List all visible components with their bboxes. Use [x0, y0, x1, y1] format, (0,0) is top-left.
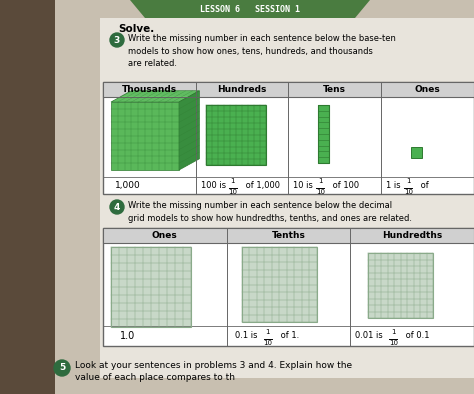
Text: Look at your sentences in problems 3 and 4. Explain how the
value of each place : Look at your sentences in problems 3 and… — [75, 361, 352, 383]
Text: 1: 1 — [406, 178, 410, 184]
Text: 1 is: 1 is — [386, 180, 403, 190]
Text: 1: 1 — [391, 329, 396, 335]
Bar — [111, 247, 191, 327]
Polygon shape — [111, 91, 200, 102]
Text: 10: 10 — [316, 189, 325, 195]
Text: 3: 3 — [114, 35, 120, 45]
Bar — [368, 253, 433, 318]
Text: Solve.: Solve. — [118, 24, 154, 34]
Circle shape — [110, 33, 124, 47]
Text: Tenths: Tenths — [272, 231, 305, 240]
Text: Hundreds: Hundreds — [218, 85, 267, 94]
Circle shape — [110, 200, 124, 214]
Bar — [242, 247, 317, 322]
Bar — [206, 105, 266, 165]
Text: Tens: Tens — [323, 85, 346, 94]
Bar — [319, 105, 329, 163]
Polygon shape — [130, 0, 370, 18]
Bar — [103, 228, 474, 243]
Bar — [103, 228, 474, 346]
Text: 100 is: 100 is — [201, 180, 228, 190]
Text: of: of — [418, 180, 429, 190]
Bar — [0, 0, 55, 394]
Text: 4: 4 — [114, 203, 120, 212]
Bar — [368, 253, 433, 318]
Text: 5: 5 — [59, 364, 65, 372]
Text: 1.0: 1.0 — [120, 331, 136, 341]
Text: 0.1 is: 0.1 is — [235, 331, 260, 340]
Text: 10: 10 — [263, 340, 272, 346]
Text: Hundredths: Hundredths — [382, 231, 442, 240]
Bar — [103, 82, 474, 97]
Bar — [319, 105, 329, 163]
Text: 10 is: 10 is — [293, 180, 316, 190]
Text: 10: 10 — [228, 189, 237, 195]
Polygon shape — [179, 91, 200, 170]
Bar — [100, 18, 474, 378]
Text: 10: 10 — [389, 340, 398, 346]
Text: 1: 1 — [318, 178, 323, 184]
Text: Ones: Ones — [415, 85, 440, 94]
Bar — [242, 247, 317, 322]
Bar — [55, 0, 474, 394]
Text: 1: 1 — [230, 178, 235, 184]
Text: 0.01 is: 0.01 is — [356, 331, 386, 340]
Text: Write the missing number in each sentence below the base-ten
models to show how : Write the missing number in each sentenc… — [128, 34, 396, 68]
Text: Ones: Ones — [152, 231, 178, 240]
Text: LESSON 6   SESSION 1: LESSON 6 SESSION 1 — [200, 4, 300, 13]
Text: of 100: of 100 — [330, 180, 360, 190]
Text: 10: 10 — [404, 189, 413, 195]
Polygon shape — [111, 102, 179, 170]
Text: Thousands: Thousands — [122, 85, 177, 94]
Bar — [103, 82, 474, 194]
Bar — [411, 147, 422, 158]
Bar — [206, 105, 266, 165]
Text: of 1,000: of 1,000 — [243, 180, 280, 190]
Bar — [111, 247, 191, 327]
Circle shape — [54, 360, 70, 376]
Text: of 1.: of 1. — [278, 331, 299, 340]
Text: 1,000: 1,000 — [115, 180, 141, 190]
Text: of 0.1: of 0.1 — [403, 331, 430, 340]
Text: 1: 1 — [265, 329, 270, 335]
Text: Write the missing number in each sentence below the decimal
grid models to show : Write the missing number in each sentenc… — [128, 201, 412, 223]
